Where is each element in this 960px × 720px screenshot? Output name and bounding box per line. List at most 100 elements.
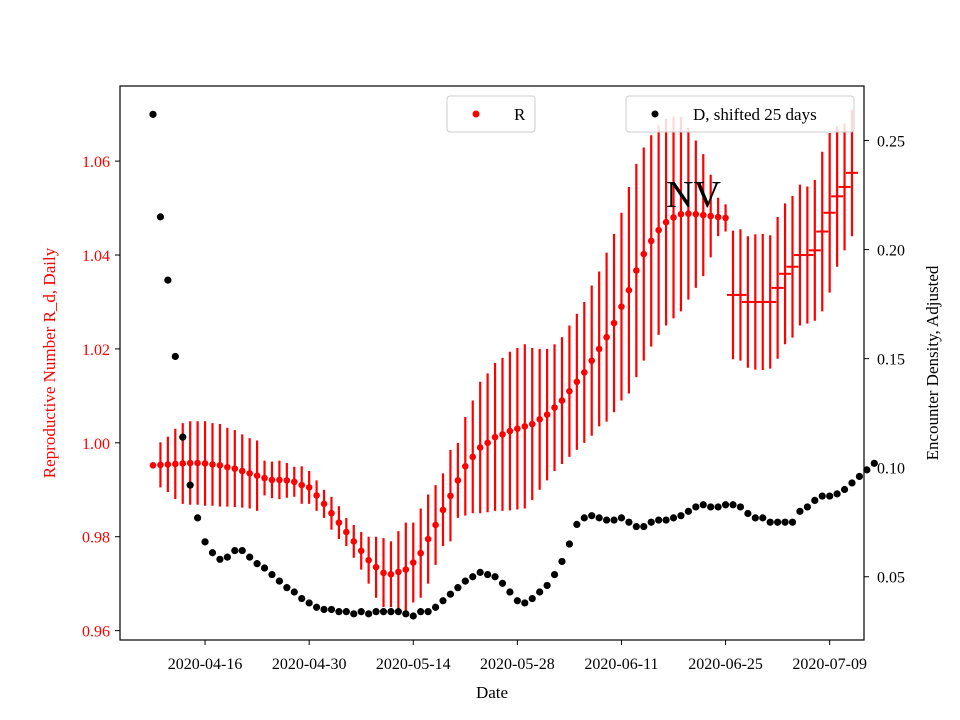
r-point [595,345,603,353]
r-point [714,213,722,221]
x-axis-ticks: 2020-04-16 2020-04-30 2020-05-14 2020-05-28… [168,640,867,673]
r-point [491,433,499,441]
d-point [811,496,819,505]
d-point [201,538,209,546]
d-point [320,605,328,614]
x-tick-label: 2020-04-30 [272,656,347,673]
r-point [603,333,610,341]
r-point [618,303,625,310]
d-point [617,514,626,522]
d-point [394,608,402,616]
d-point [208,549,217,557]
d-point [677,512,685,520]
r-point [670,214,677,221]
r-point [640,250,648,258]
r-point [462,462,469,470]
d-point [424,608,432,616]
d-point [156,213,165,221]
d-point [290,588,298,596]
d-point [580,514,588,522]
r-point [209,461,216,468]
d-point [260,564,269,572]
d-point [536,588,544,596]
legend-d-box [625,95,855,133]
left-axis-label: Reproductive Number R_d, Daily [40,247,59,478]
r-point [186,459,194,467]
d-point [268,570,276,579]
d-point [543,581,551,590]
d-point [484,570,492,579]
r-point [506,427,514,435]
d-point [498,579,507,587]
legend-d: D, shifted 25 days [625,95,855,133]
d-point [669,514,678,522]
d-point [662,516,670,524]
d-point [721,501,730,509]
left-tick-label: 1.04 [82,248,110,265]
d-point [692,503,700,511]
x-tick-label: 2020-05-28 [480,656,555,673]
d-point [506,588,514,596]
d-point [216,555,224,563]
d-point [699,501,707,509]
r-point [283,477,291,484]
d-point [751,514,759,522]
right-tick-label: 0.25 [877,134,905,151]
r-point [424,535,432,543]
r-point [447,492,454,500]
left-tick-label: 1.00 [82,436,110,453]
d-point [283,584,291,592]
r-point [194,459,201,467]
d-point [550,570,559,579]
x-tick-label: 2020-06-25 [688,656,763,673]
r-point [224,463,231,471]
r-point [647,237,655,245]
r-point [551,404,558,411]
r-point [231,465,239,472]
r-point [365,556,372,564]
r-point [350,538,358,545]
d-point [275,577,284,585]
x-axis-label: Date [476,683,508,702]
d-point [655,516,663,524]
d-point [357,608,365,616]
r-point [409,559,417,566]
r-point [439,506,447,514]
r-point [699,211,707,219]
d-point [707,503,715,511]
d-point [446,590,455,598]
r-point [238,467,246,475]
right-axis-label: Encounter Density, Adjusted [923,265,942,460]
r-point [469,453,477,461]
r-point [261,474,268,482]
r-point [454,477,462,484]
d-point [870,459,878,467]
r-point [536,416,543,423]
r-point [313,492,320,499]
d-point [602,516,611,524]
r-point [521,423,529,430]
r-point [722,214,729,222]
r-point [298,481,306,489]
legend-d-label: D, shifted 25 days [693,105,817,124]
d-point [350,610,358,618]
right-tick-label: 0.10 [877,461,905,478]
r-point [573,378,581,386]
r-point [157,461,164,469]
r-point [335,519,343,526]
right-axis-ticks: 0.05 0.10 0.15 0.20 0.25 [864,134,905,587]
d-point [342,608,350,616]
d-point [476,568,484,576]
d-point [402,610,410,618]
d-point [194,514,202,522]
d-point [632,522,640,531]
d-point [625,518,633,526]
d-point [365,610,373,618]
d-point [855,472,864,481]
d-point [231,546,239,555]
d-point [513,597,521,605]
right-tick-label: 0.20 [877,243,905,260]
r-point [588,357,596,364]
r-point [276,476,283,484]
r-point [328,509,335,517]
